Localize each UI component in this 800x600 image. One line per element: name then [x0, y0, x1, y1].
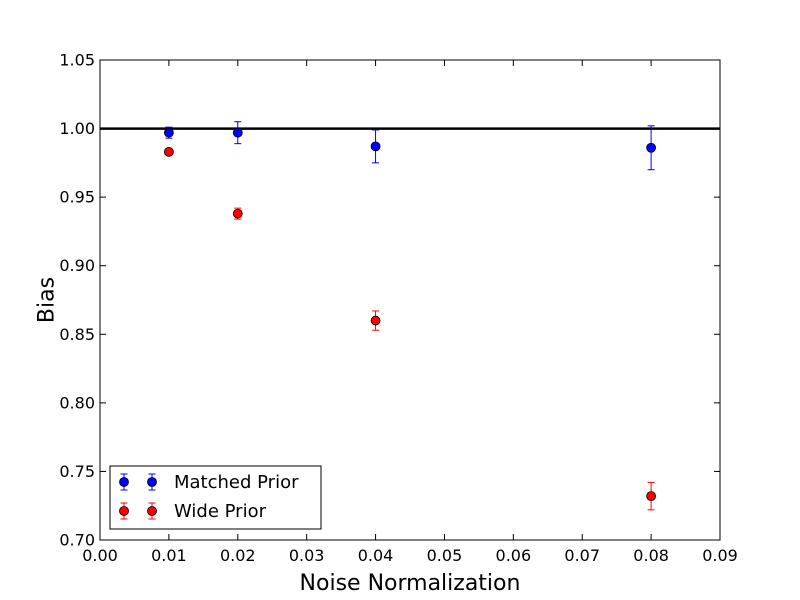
data-point: [370, 141, 381, 152]
y-tick-label: 1.00: [59, 119, 95, 138]
y-axis-ticks: 0.70 0.75 0.80 0.85 0.90 0.95 1.00 1.05: [59, 51, 720, 550]
legend-item-matched-prior: Matched Prior: [119, 472, 299, 493]
series-matched-prior: [163, 121, 657, 171]
data-point: [163, 127, 174, 138]
plot-area: [99, 59, 721, 541]
x-tick-label: 0.01: [151, 546, 187, 565]
x-tick-label: 0.03: [289, 546, 325, 565]
legend-box: [109, 465, 322, 530]
x-tick-label: 0.00: [82, 546, 118, 565]
legend-marker: [119, 477, 129, 487]
legend-item-wide-prior: Wide Prior: [119, 501, 267, 522]
data-point: [646, 142, 657, 153]
y-tick-label: 0.85: [59, 325, 95, 344]
data-point: [232, 208, 243, 219]
y-tick-label: 0.75: [59, 462, 95, 481]
x-tick-label: 0.04: [358, 546, 394, 565]
data-point: [163, 146, 174, 157]
data-series: [163, 121, 657, 511]
y-axis-title: Bias: [35, 277, 60, 323]
y-tick-label: 0.95: [59, 188, 95, 207]
y-tick-label: 0.70: [59, 531, 95, 550]
data-point: [646, 491, 657, 502]
y-tick-label: 0.80: [59, 393, 95, 412]
x-axis-title: Noise Normalization: [300, 571, 521, 596]
legend-marker: [147, 506, 157, 516]
series-wide-prior: [163, 146, 657, 511]
legend-marker: [119, 506, 129, 516]
legend-label: Matched Prior: [174, 472, 299, 493]
data-point: [370, 315, 381, 326]
y-tick-label: 1.05: [59, 51, 95, 70]
y-tick-label: 0.90: [59, 256, 95, 275]
legend: Matched Prior Wide Prior: [109, 465, 322, 530]
x-tick-label: 0.02: [220, 546, 256, 565]
data-point: [232, 127, 243, 138]
legend-marker: [147, 477, 157, 487]
legend-label: Wide Prior: [174, 501, 267, 522]
x-tick-label: 0.08: [633, 546, 669, 565]
x-axis-ticks: 0.00 0.01 0.02 0.03 0.04 0.05 0.06 0.07 0.08 0.09: [82, 60, 738, 565]
x-tick-label: 0.05: [427, 546, 463, 565]
x-tick-label: 0.09: [702, 546, 738, 565]
x-tick-label: 0.06: [496, 546, 532, 565]
x-tick-label: 0.07: [564, 546, 600, 565]
